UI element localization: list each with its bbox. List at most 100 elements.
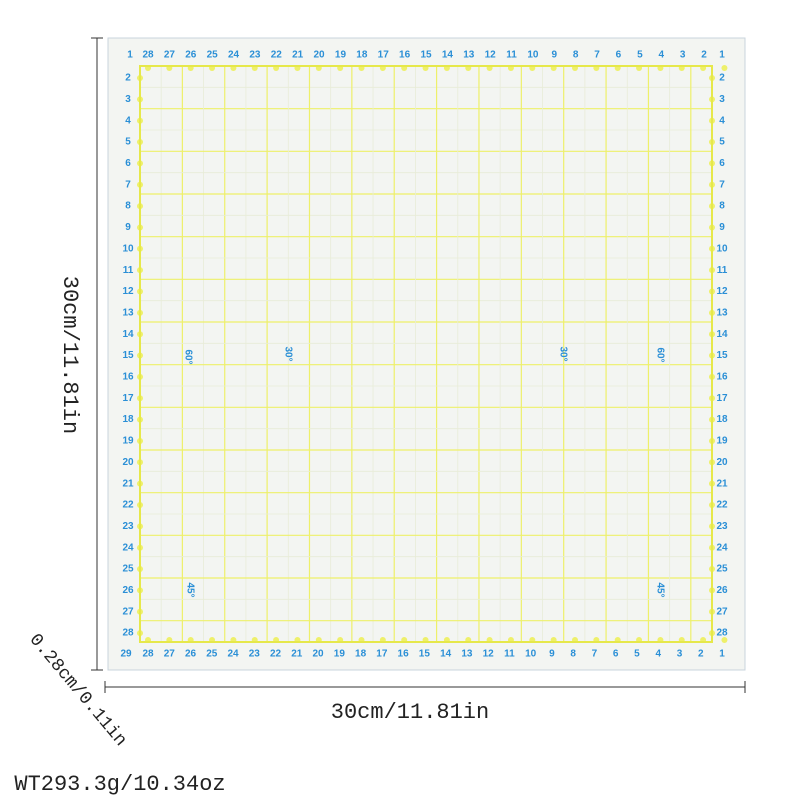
- ruler-number: 5: [637, 50, 643, 61]
- ruler-number: 13: [716, 307, 728, 318]
- ruler-number: 26: [122, 585, 134, 596]
- ruler-number: 11: [717, 265, 728, 276]
- angle-label: 60°: [654, 347, 665, 362]
- ruler-number: 24: [228, 50, 240, 61]
- ruler-number: 25: [716, 564, 728, 575]
- ruler-number: 7: [719, 179, 725, 190]
- ruler-number: 3: [719, 94, 725, 105]
- ruler-number: 24: [716, 542, 728, 553]
- ruler-number: 21: [716, 478, 728, 489]
- ruler-number: 17: [122, 393, 134, 404]
- ruler-number: 29: [120, 649, 132, 660]
- ruler-number: 11: [506, 50, 517, 61]
- angle-label: 45°: [654, 582, 665, 597]
- ruler-number: 25: [207, 50, 219, 61]
- ruler-number: 8: [719, 201, 725, 212]
- ruler-number: 14: [716, 329, 728, 340]
- ruler-number: 7: [592, 649, 598, 660]
- ruler-number: 2: [701, 50, 707, 61]
- ruler-number: 24: [122, 542, 134, 553]
- ruler-number: 8: [573, 50, 579, 61]
- ruler-number: 9: [125, 222, 131, 233]
- ruler-number: 28: [142, 50, 154, 61]
- ruler-body: [107, 37, 746, 671]
- ruler-number: 28: [122, 628, 134, 639]
- ruler-number: 6: [613, 649, 619, 660]
- ruler-number: 18: [355, 649, 367, 660]
- ruler-number: 6: [125, 158, 131, 169]
- ruler-number: 8: [570, 649, 576, 660]
- ruler-number: 25: [206, 649, 218, 660]
- ruler-number: 19: [716, 436, 728, 447]
- ruler-number: 9: [719, 222, 725, 233]
- ruler-number: 4: [125, 115, 131, 126]
- ruler-number: 27: [164, 50, 176, 61]
- ruler-number: 14: [440, 649, 452, 660]
- ruler-number: 4: [719, 115, 725, 126]
- ruler-number: 3: [680, 50, 686, 61]
- ruler-number: 11: [504, 649, 515, 660]
- ruler-number: 17: [716, 393, 728, 404]
- ruler-number: 22: [271, 50, 283, 61]
- ruler-number: 6: [719, 158, 725, 169]
- ruler-number: 16: [399, 50, 411, 61]
- ruler-number: 23: [122, 521, 134, 532]
- ruler-frame: [139, 65, 713, 643]
- ruler-number: 20: [716, 457, 728, 468]
- ruler-number: 5: [125, 137, 131, 148]
- ruler-number: 28: [142, 649, 154, 660]
- ruler-number: 21: [122, 478, 134, 489]
- ruler-number: 9: [549, 649, 555, 660]
- ruler-number: 21: [292, 50, 304, 61]
- ruler-number: 17: [378, 50, 390, 61]
- ruler-number: 3: [125, 94, 131, 105]
- ruler-number: 10: [122, 243, 134, 254]
- ruler-number: 22: [122, 500, 134, 511]
- ruler-number: 4: [655, 649, 661, 660]
- ruler-number: 15: [716, 350, 728, 361]
- ruler-number: 8: [125, 201, 131, 212]
- ruler-number: 22: [270, 649, 282, 660]
- ruler-number: 1: [719, 50, 725, 61]
- width-label: 30cm/11.81in: [331, 700, 489, 725]
- ruler-number: 1: [127, 50, 133, 61]
- ruler-number: 19: [122, 436, 134, 447]
- angle-label: 30°: [557, 346, 568, 361]
- ruler-number: 28: [716, 628, 728, 639]
- ruler-number: 18: [356, 50, 368, 61]
- ruler-number: 1: [719, 649, 725, 660]
- ruler-number: 24: [227, 649, 239, 660]
- ruler-number: 18: [122, 414, 134, 425]
- edge-dot: [721, 65, 728, 71]
- weight-label: WT293.3g/10.34oz: [14, 772, 225, 797]
- ruler-number: 15: [419, 649, 431, 660]
- ruler-number: 21: [291, 649, 303, 660]
- ruler-number: 10: [525, 649, 537, 660]
- ruler-number: 20: [122, 457, 134, 468]
- ruler-numbers: 1 28 27 26 25 24 23 22 21 20 19 18 17 16 15 14 13 12 11 10 9…: [120, 50, 728, 660]
- ruler-number: 12: [483, 649, 495, 660]
- ruler-number: 23: [716, 521, 728, 532]
- ruler-number: 11: [123, 265, 134, 276]
- ruler-number: 3: [677, 649, 683, 660]
- ruler-number: 16: [122, 372, 134, 383]
- ruler-number: 5: [719, 137, 725, 148]
- ruler-number: 4: [658, 50, 664, 61]
- ruler-number: 26: [716, 585, 728, 596]
- ruler-number: 23: [249, 50, 261, 61]
- ruler-number: 13: [461, 649, 473, 660]
- edge-dot: [721, 637, 728, 643]
- ruler-number: 19: [335, 50, 347, 61]
- ruler-number: 15: [122, 350, 134, 361]
- ruler-number: 26: [185, 649, 197, 660]
- ruler-number: 26: [185, 50, 197, 61]
- ruler-number: 13: [122, 307, 134, 318]
- angle-label: 45°: [184, 582, 195, 597]
- ruler-number: 17: [376, 649, 388, 660]
- ruler-number: 7: [594, 50, 600, 61]
- ruler-number: 16: [398, 649, 410, 660]
- ruler-number: 18: [716, 414, 728, 425]
- ruler-number: 27: [716, 606, 728, 617]
- ruler-number: 15: [420, 50, 432, 61]
